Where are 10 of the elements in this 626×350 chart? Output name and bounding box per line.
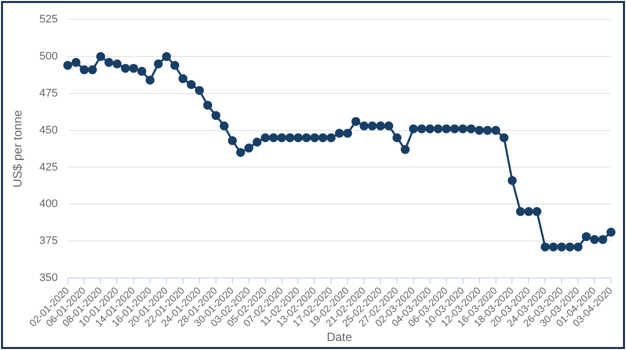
y-axis-title: US$ per tonne [10, 110, 25, 188]
y-tick-label: 375 [39, 235, 58, 248]
y-tick-label: 450 [39, 124, 58, 136]
y-tick-label: 525 [39, 14, 58, 26]
y-tick-label: 400 [39, 198, 58, 210]
y-tick-label: 500 [39, 50, 58, 63]
x-axis-title: Date [326, 330, 352, 344]
y-tick-label: 350 [39, 272, 58, 284]
y-tick-label: 475 [39, 87, 58, 100]
y-tick-label: 425 [39, 161, 58, 174]
